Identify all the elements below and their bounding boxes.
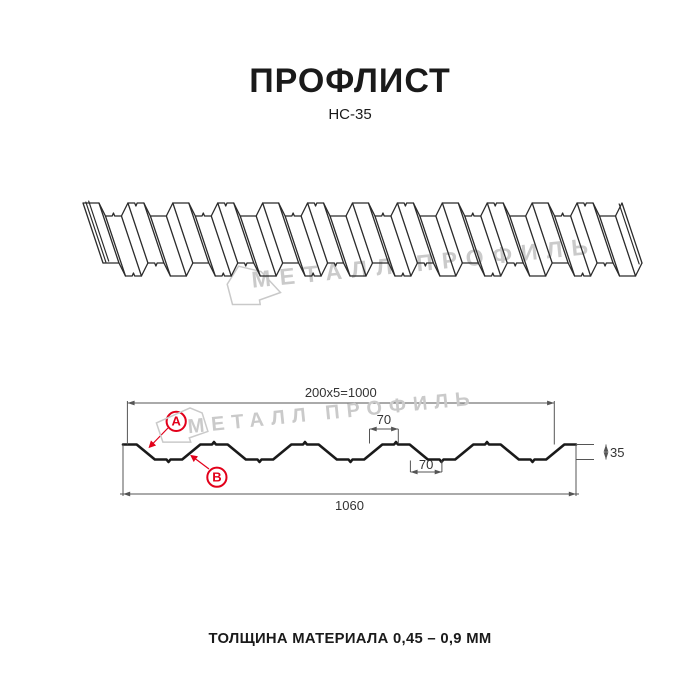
svg-text:70: 70 bbox=[419, 457, 433, 472]
svg-text:1060: 1060 bbox=[335, 498, 364, 513]
svg-text:35: 35 bbox=[610, 445, 624, 460]
svg-text:B: B bbox=[212, 469, 221, 484]
